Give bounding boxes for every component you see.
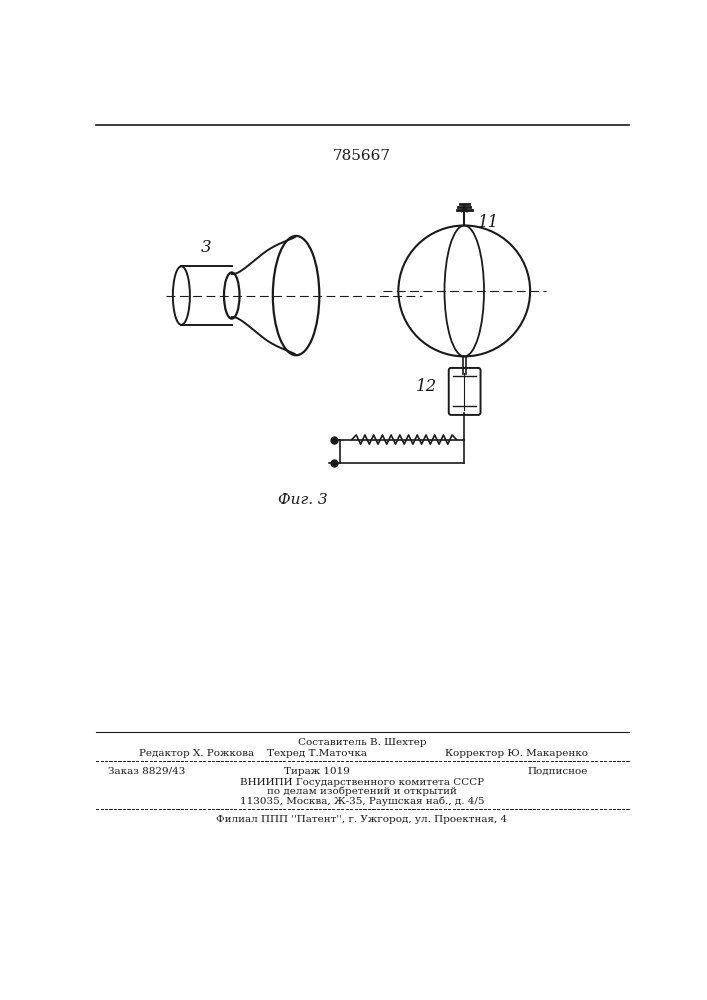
Text: Редактор Х. Рожкова: Редактор Х. Рожкова <box>139 749 254 758</box>
Text: ВНИИПИ Государственного комитета СССР: ВНИИПИ Государственного комитета СССР <box>240 778 484 787</box>
Text: 785667: 785667 <box>333 149 391 163</box>
Text: 12: 12 <box>416 378 438 395</box>
Text: по делам изобретений и открытий: по делам изобретений и открытий <box>267 787 457 796</box>
Text: Заказ 8829/43: Заказ 8829/43 <box>107 767 185 776</box>
Text: Техред Т.Маточка: Техред Т.Маточка <box>267 749 367 758</box>
Text: 11: 11 <box>478 214 499 231</box>
Text: Тираж 1019: Тираж 1019 <box>284 767 350 776</box>
Text: Составитель В. Шехтер: Составитель В. Шехтер <box>298 738 426 747</box>
Text: 3: 3 <box>201 239 211 256</box>
Text: Фиг. 3: Фиг. 3 <box>279 493 328 507</box>
Text: Филиал ППП ''Патент'', г. Ужгород, ул. Проектная, 4: Филиал ППП ''Патент'', г. Ужгород, ул. П… <box>216 815 508 824</box>
Text: Подписное: Подписное <box>528 767 588 776</box>
Text: 113035, Москва, Ж-35, Раушская наб., д. 4/5: 113035, Москва, Ж-35, Раушская наб., д. … <box>240 796 484 806</box>
Text: Корректор Ю. Макаренко: Корректор Ю. Макаренко <box>445 749 588 758</box>
